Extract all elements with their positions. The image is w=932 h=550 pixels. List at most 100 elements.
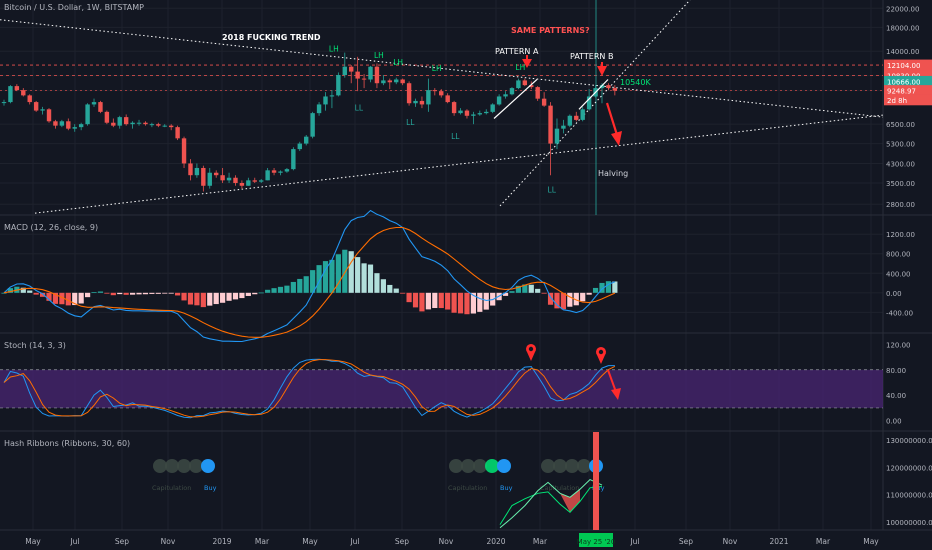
candle-body [53,121,58,126]
swing-label: LH [432,64,442,73]
candle-body [329,95,335,97]
macd-tick-label: 1200.00 [886,231,915,239]
candle-body [535,87,540,99]
macd-hist-bar [226,292,232,301]
candle-body [123,117,129,125]
macd-hist-bar [355,257,361,293]
macd-histogram [1,249,618,315]
price-tick-label: 4300.00 [886,160,915,168]
macd-hist-bar [168,292,174,294]
macd-hist-bar [580,292,586,302]
candle-body [226,177,232,181]
down-arrow-head [611,131,622,146]
candle-body [471,114,476,116]
stoch-tick-label: 40.00 [886,392,906,400]
macd-hist-bar [181,292,187,301]
x-tick-label: 2020 [486,537,505,546]
macd-hist-bar [252,292,258,295]
candle-body [464,110,470,116]
x-tick-label: Nov [439,537,454,546]
hash-dot [201,459,215,473]
price-tick-label: 2800.00 [886,201,915,209]
macd-hist-bar [258,292,264,294]
candle-body [297,143,302,150]
macd-hist-bar [528,284,534,293]
candle-body [541,98,547,106]
candle-body [599,85,605,89]
macd-hist-bar [509,291,515,293]
stoch-tick-label: 80.00 [886,367,906,375]
candle-body [368,66,373,80]
candle-body [40,109,45,111]
pin-shape [526,343,536,361]
macd-hist-bar [33,292,39,295]
macd-hist-bar [65,292,71,306]
candle-body [381,80,386,84]
candle-body [394,79,399,83]
map-pin-icon [596,346,606,364]
candle-body [66,121,71,129]
price-label-box [884,75,932,87]
macd-hist-bar [207,292,213,306]
candle-body [175,127,180,139]
candle-body [149,124,155,126]
macd-hist-bar [220,292,226,303]
hash-dot [177,459,191,473]
candle-body [516,80,521,89]
macd-hist-bar [400,292,406,294]
swing-label: LL [548,185,557,194]
x-tick-label: Mar [255,537,270,546]
macd-hist-bar [213,292,219,305]
candle-body [387,80,392,83]
swing-label: LH [393,58,403,67]
pin-hole [528,346,534,352]
macd-hist-bar [419,292,425,312]
macd-hist-bar [117,292,123,295]
hash-dot [165,459,179,473]
macd-hist-bar [200,292,206,308]
macd-hist-bar [451,292,457,313]
price-label-text: 10666.00 [887,78,920,86]
macd-hist-bar [547,292,554,305]
candle-body [323,96,328,105]
candle-body [21,90,26,96]
macd-hist-bar [322,261,329,293]
hash-ribbon-slow [499,479,603,529]
macd-tick-label: 0.00 [886,290,902,298]
macd-hist-bar [104,292,110,294]
candle-body [168,125,174,128]
macd-title: MACD (12, 26, close, 9) [4,223,99,232]
annotation-text: 10540K [620,78,651,87]
hash-legend-buy: Buy [204,484,217,492]
hash-dot [461,459,475,473]
macd-hist-bar [78,292,84,304]
hash-ribbon-fast [499,485,603,525]
candle-body [259,180,264,182]
macd-tick-label: 800.00 [886,251,911,259]
x-tick-label: May [302,537,318,546]
trendline-steep [499,0,691,207]
candle-body [426,90,431,105]
stoch-arrow-head [611,388,621,400]
x-tick-label: Mar [533,537,548,546]
candle-body [46,109,52,122]
macd-hist-bar [39,292,46,297]
macd-hist-bar [592,287,599,293]
candle-body [111,122,116,126]
candle-body [490,104,495,112]
trendlines [0,0,884,214]
hash-tick-label: 120000000.00 [886,464,932,472]
hash-legend-capitulation: Capitulation [152,484,191,492]
candle-body [522,80,528,86]
trendline-descending [0,19,884,118]
macd-hist-bar [599,282,605,293]
macd-hist-bar [20,287,26,293]
macd-hist-bar [46,292,52,301]
swing-label: LL [406,118,415,127]
candle-body [439,91,444,96]
macd-hist-bar [380,279,386,293]
candle-body [33,102,39,111]
candle-body [548,105,553,144]
